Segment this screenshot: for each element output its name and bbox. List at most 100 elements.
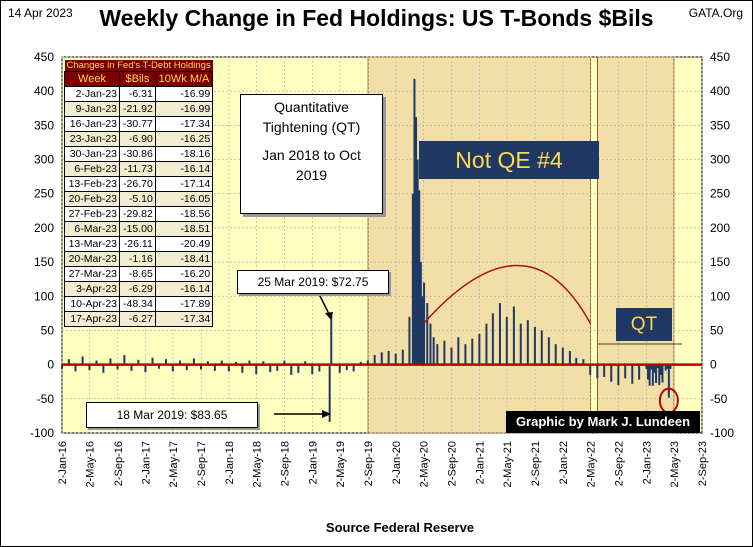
x-tick-label: 2-Jan-17 — [141, 441, 153, 484]
data-bar — [116, 364, 119, 370]
data-bar — [88, 364, 91, 371]
cell-ma: -16.99 — [154, 86, 214, 102]
x-tick-label: 2-Jan-23 — [641, 441, 653, 484]
x-tick-label: 2-Jan-21 — [475, 441, 487, 484]
data-bar — [220, 360, 223, 365]
data-bar — [394, 353, 397, 365]
x-tick-label: 2-Jan-16 — [57, 441, 69, 484]
data-bar — [102, 364, 105, 373]
table-row: 6-Feb-23 -11.73 -16.14 — [63, 161, 214, 177]
table-row: 23-Jan-23 -6.90 -16.25 — [63, 131, 214, 147]
date-label: 14 Apr 2023 — [8, 6, 73, 20]
cell-week: 6-Feb-23 — [63, 161, 121, 177]
cell-bils: -6.31 — [119, 86, 156, 102]
data-bar — [123, 355, 126, 365]
data-bar — [227, 364, 230, 372]
y-tick-label-right: -50 — [710, 392, 728, 406]
cell-bils: -11.73 — [119, 161, 156, 177]
data-bar — [248, 360, 251, 365]
data-bar — [491, 313, 494, 365]
data-bar — [603, 364, 606, 377]
cell-bils: -26.11 — [119, 236, 156, 252]
data-bar — [457, 337, 460, 365]
data-bar — [61, 364, 63, 369]
y-tick-label-right: 450 — [710, 50, 730, 64]
cell-ma: -17.34 — [154, 116, 214, 132]
table-caption: Changes in Fed's T-Debt Holdings — [64, 60, 213, 72]
data-bar — [151, 357, 154, 365]
data-bar — [426, 303, 429, 365]
table-row: 6-Mar-23 -15.00 -18.51 — [63, 221, 214, 237]
data-bar — [345, 364, 348, 371]
cell-bils: -26.70 — [119, 176, 156, 192]
data-bar — [262, 361, 265, 365]
qt-note-line-4: 2019 — [295, 167, 328, 183]
table-row: 13-Mar-23 -26.11 -20.49 — [63, 236, 214, 252]
table-caption-row: Changes in Fed's T-Debt Holdings — [64, 60, 213, 72]
header-ma: 10Wk M/A — [154, 71, 214, 87]
data-bar — [304, 361, 307, 365]
data-bar — [596, 364, 599, 379]
data-bar — [471, 338, 474, 365]
data-bar — [610, 364, 613, 382]
data-bar — [311, 364, 314, 375]
x-tick-label: 2-May-17 — [168, 441, 180, 487]
y-tick-label-right: 50 — [710, 323, 724, 337]
y-tick-label-left: 250 — [34, 187, 54, 201]
data-bar — [421, 296, 424, 365]
cell-bils: -5.10 — [119, 191, 156, 207]
data-bar — [373, 355, 376, 365]
data-bar — [648, 364, 651, 386]
data-bar — [419, 262, 422, 365]
x-tick-label: 2-Sep-21 — [530, 441, 542, 486]
qt-note-line-3: Jan 2018 to Oct — [262, 147, 361, 163]
data-bar — [519, 323, 522, 365]
data-bar — [387, 350, 390, 365]
data-bar — [658, 364, 661, 386]
x-tick-label: 2-Sep-23 — [697, 441, 709, 486]
data-bar — [667, 364, 670, 398]
cell-ma: -17.89 — [154, 296, 214, 312]
data-bar — [450, 347, 453, 365]
cell-ma: -16.14 — [154, 281, 214, 297]
y-tick-label-left: 150 — [34, 255, 54, 269]
data-bar — [283, 360, 286, 365]
cell-ma: -17.34 — [154, 311, 214, 327]
y-tick-label-right: 350 — [710, 118, 730, 132]
table-row: 17-Apr-23 -6.27 -17.34 — [63, 311, 214, 327]
data-bar — [144, 364, 147, 373]
data-bar — [328, 364, 331, 422]
data-bar — [512, 306, 515, 365]
cell-week: 27-Mar-23 — [63, 266, 121, 282]
data-bar — [95, 360, 98, 365]
x-tick-label: 2-Jan-19 — [308, 441, 320, 484]
cell-bils: -6.27 — [119, 311, 156, 327]
data-bar — [561, 347, 564, 365]
data-bar — [575, 357, 578, 365]
cell-ma: -18.56 — [154, 206, 214, 222]
data-bar — [415, 117, 418, 365]
cell-bils: -48.34 — [119, 296, 156, 312]
table-row: 27-Mar-23 -8.65 -16.20 — [63, 266, 214, 282]
cell-ma: -18.41 — [154, 251, 214, 267]
cell-week: 13-Mar-23 — [63, 236, 121, 252]
data-bar — [443, 340, 446, 365]
data-bar — [74, 364, 77, 372]
x-tick-label: 2-May-23 — [669, 441, 681, 487]
data-bar — [631, 364, 634, 384]
data-bar — [554, 344, 557, 365]
cell-bils: -8.65 — [119, 266, 156, 282]
cell-week: 20-Feb-23 — [63, 191, 121, 207]
data-bar — [498, 303, 501, 365]
site-label: GATA.Org — [688, 6, 743, 20]
data-bar — [318, 364, 321, 372]
cell-week: 20-Mar-23 — [63, 251, 121, 267]
data-bar — [645, 364, 648, 369]
x-tick-label: 2-May-21 — [502, 441, 514, 487]
holdings-table-body: Changes in Fed's T-Debt Holdings Week $B… — [63, 60, 214, 327]
cell-bils: -30.86 — [119, 146, 156, 162]
cell-ma: -16.99 — [154, 101, 214, 117]
data-bar — [655, 364, 658, 383]
data-bar — [178, 360, 181, 365]
x-tick-label: 2-Sep-20 — [447, 441, 459, 486]
